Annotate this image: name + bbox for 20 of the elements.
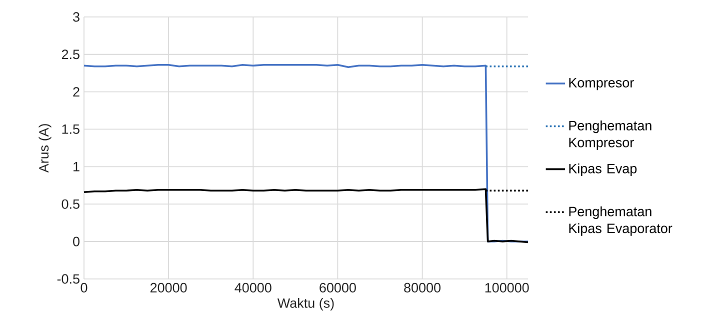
y-tick-label: 2.5 bbox=[62, 50, 80, 60]
x-axis-title: Waktu (s) bbox=[277, 298, 334, 311]
legend-label: Kipas Evap bbox=[569, 163, 637, 176]
x-tick-label: 20000 bbox=[150, 282, 187, 293]
x-tick-label: 60000 bbox=[320, 282, 356, 293]
x-tick-label: 0 bbox=[80, 282, 88, 293]
legend-label: Kompresor bbox=[569, 78, 634, 90]
y-tick-label: 1.5 bbox=[62, 124, 80, 134]
legend-label: Penghematan Kipas Evaporator bbox=[569, 206, 672, 236]
y-tick-label: -0.5 bbox=[57, 274, 80, 284]
y-axis-title: Arus (A) bbox=[38, 124, 52, 173]
y-tick-label: 1 bbox=[74, 162, 80, 172]
y-tick-label: 2 bbox=[73, 87, 80, 97]
y-tick-label: 0 bbox=[73, 236, 80, 246]
legend-label: Penghematan Kompresor bbox=[569, 120, 652, 150]
x-tick-label: 40000 bbox=[234, 282, 272, 293]
y-tick-label: 0.5 bbox=[62, 199, 80, 209]
x-tick-label: 80000 bbox=[404, 282, 441, 293]
y-tick-label: 3 bbox=[73, 12, 80, 22]
x-tick-label: 100000 bbox=[485, 282, 529, 293]
